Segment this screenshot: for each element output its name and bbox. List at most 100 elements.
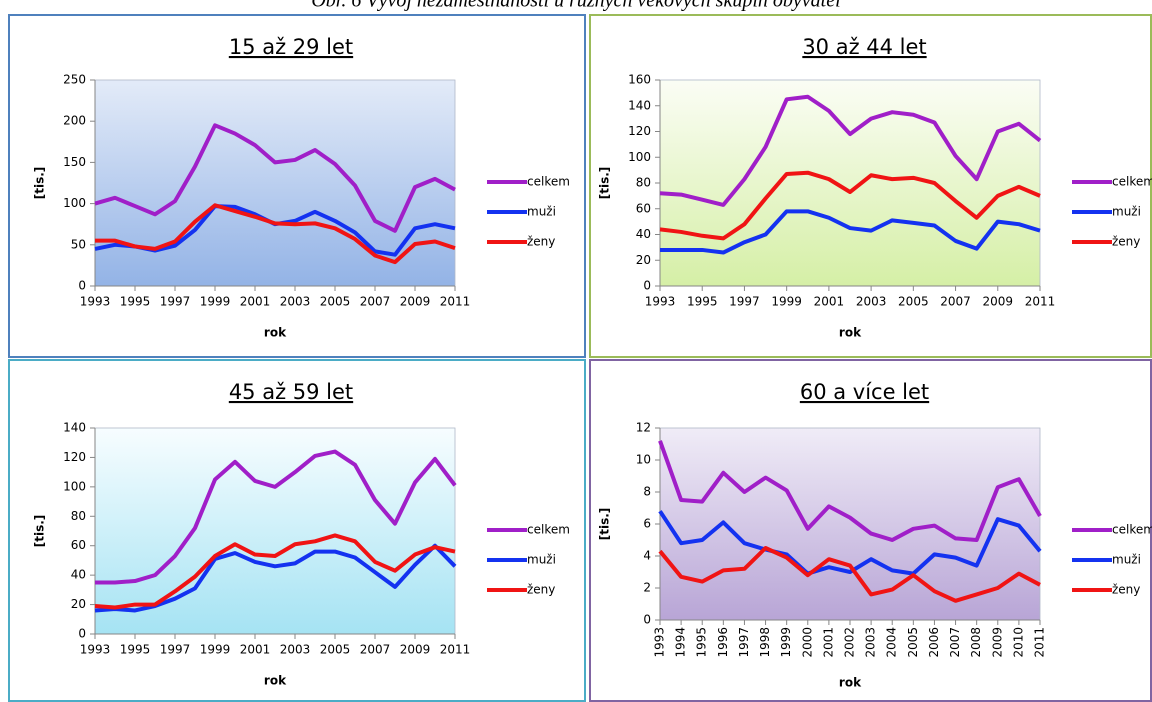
x-tick-label: 2007 <box>940 295 971 309</box>
x-tick-label: 1997 <box>737 627 751 658</box>
y-tick-label: 10 <box>636 453 651 467</box>
series-line <box>95 203 456 265</box>
y-tick-label: 120 <box>628 124 651 138</box>
legend-label: ženy <box>1112 583 1140 597</box>
x-tick-label: 1993 <box>653 627 667 658</box>
series-line <box>659 94 1042 207</box>
y-axis-label: [tis.] <box>598 508 612 541</box>
series-line <box>658 440 1042 542</box>
x-tick-label: 2011 <box>440 295 471 309</box>
x-tick-label: 2007 <box>948 627 962 658</box>
legend-label: muži <box>527 553 556 567</box>
plot-area <box>94 427 456 635</box>
x-tick-label: 1994 <box>674 627 688 658</box>
x-tick-label: 2001 <box>240 295 271 309</box>
panel-border <box>589 14 1152 358</box>
x-tick-label: 2011 <box>1033 627 1047 658</box>
y-tick-label: 0 <box>643 613 651 627</box>
y-tick-label: 50 <box>71 237 86 251</box>
legend-label: ženy <box>527 583 555 597</box>
plot-area <box>659 79 1041 287</box>
y-tick-label: 20 <box>636 253 651 267</box>
x-tick-label: 2005 <box>320 643 351 657</box>
x-tick-label: 2008 <box>969 627 983 658</box>
x-tick-label: 2009 <box>400 295 431 309</box>
y-tick-label: 0 <box>78 279 86 293</box>
y-tick-label: 12 <box>636 421 651 435</box>
x-tick-label: 1995 <box>687 295 718 309</box>
x-tick-label: 2009 <box>400 643 431 657</box>
y-axis-label: [tis.] <box>33 167 47 200</box>
x-tick-label: 2005 <box>906 627 920 658</box>
x-tick-label: 2001 <box>240 643 271 657</box>
x-tick-label: 2009 <box>990 627 1004 658</box>
legend-label: muži <box>1112 553 1141 567</box>
legend-label: ženy <box>1112 235 1140 249</box>
x-tick-label: 1999 <box>200 643 231 657</box>
x-tick-label: 2007 <box>360 295 391 309</box>
x-tick-label: 2009 <box>983 295 1014 309</box>
series-line <box>659 170 1041 241</box>
y-tick-label: 140 <box>628 98 651 112</box>
y-tick-label: 100 <box>63 479 86 493</box>
x-tick-label: 1999 <box>200 295 231 309</box>
x-tick-label: 1993 <box>80 643 111 657</box>
y-tick-label: 4 <box>643 549 651 563</box>
x-tick-label: 1999 <box>771 295 802 309</box>
x-tick-label: 2006 <box>927 627 941 658</box>
y-axis-label: [tis.] <box>33 515 47 548</box>
series-line <box>95 449 457 585</box>
y-tick-label: 140 <box>63 421 86 435</box>
chart-title: 15 až 29 let <box>229 35 353 59</box>
x-tick-label: 1997 <box>160 643 191 657</box>
legend-label: celkem <box>527 523 570 537</box>
x-axis-label: rok <box>264 674 287 688</box>
x-tick-label: 2000 <box>800 627 814 658</box>
x-tick-label: 2001 <box>821 627 835 658</box>
series-line <box>660 209 1041 255</box>
y-tick-label: 250 <box>63 73 86 87</box>
y-tick-label: 100 <box>63 196 86 210</box>
x-tick-label: 2007 <box>360 643 391 657</box>
y-tick-label: 6 <box>643 517 651 531</box>
x-axis-label: rok <box>264 326 287 340</box>
x-tick-label: 2001 <box>814 295 845 309</box>
legend-label: celkem <box>1112 175 1152 189</box>
x-tick-label: 1993 <box>645 295 676 309</box>
y-tick-label: 100 <box>628 150 651 164</box>
x-tick-label: 2003 <box>864 627 878 658</box>
y-tick-label: 150 <box>63 155 86 169</box>
x-tick-label: 2005 <box>898 295 929 309</box>
y-tick-label: 0 <box>643 279 651 293</box>
x-tick-label: 1995 <box>120 643 151 657</box>
y-tick-label: 120 <box>63 450 86 464</box>
y-tick-label: 20 <box>71 597 86 611</box>
x-tick-label: 1997 <box>729 295 760 309</box>
panel-border <box>589 359 1152 702</box>
legend-label: muži <box>1112 205 1141 219</box>
chart-title: 60 a více let <box>800 380 929 404</box>
y-tick-label: 60 <box>636 201 651 215</box>
series-line <box>94 533 456 610</box>
x-tick-label: 2010 <box>1011 627 1025 658</box>
y-tick-label: 40 <box>636 227 651 241</box>
x-tick-label: 2011 <box>440 643 471 657</box>
x-tick-label: 1999 <box>779 627 793 658</box>
legend-label: muži <box>527 205 556 219</box>
x-tick-label: 2011 <box>1025 295 1056 309</box>
y-tick-label: 80 <box>636 176 651 190</box>
legend-label: ženy <box>527 235 555 249</box>
series-line <box>94 123 456 233</box>
x-tick-label: 2003 <box>856 295 887 309</box>
x-tick-label: 1998 <box>758 627 772 658</box>
x-tick-label: 1997 <box>160 295 191 309</box>
caption: Obr. 6 Vývoj nezaměstnanosti u různých v… <box>311 0 841 12</box>
x-tick-label: 1993 <box>80 295 111 309</box>
y-tick-label: 8 <box>643 485 651 499</box>
y-tick-label: 40 <box>71 568 86 582</box>
x-tick-label: 1995 <box>120 295 151 309</box>
chart-title: 45 až 59 let <box>229 380 353 404</box>
x-tick-label: 2002 <box>843 627 857 658</box>
